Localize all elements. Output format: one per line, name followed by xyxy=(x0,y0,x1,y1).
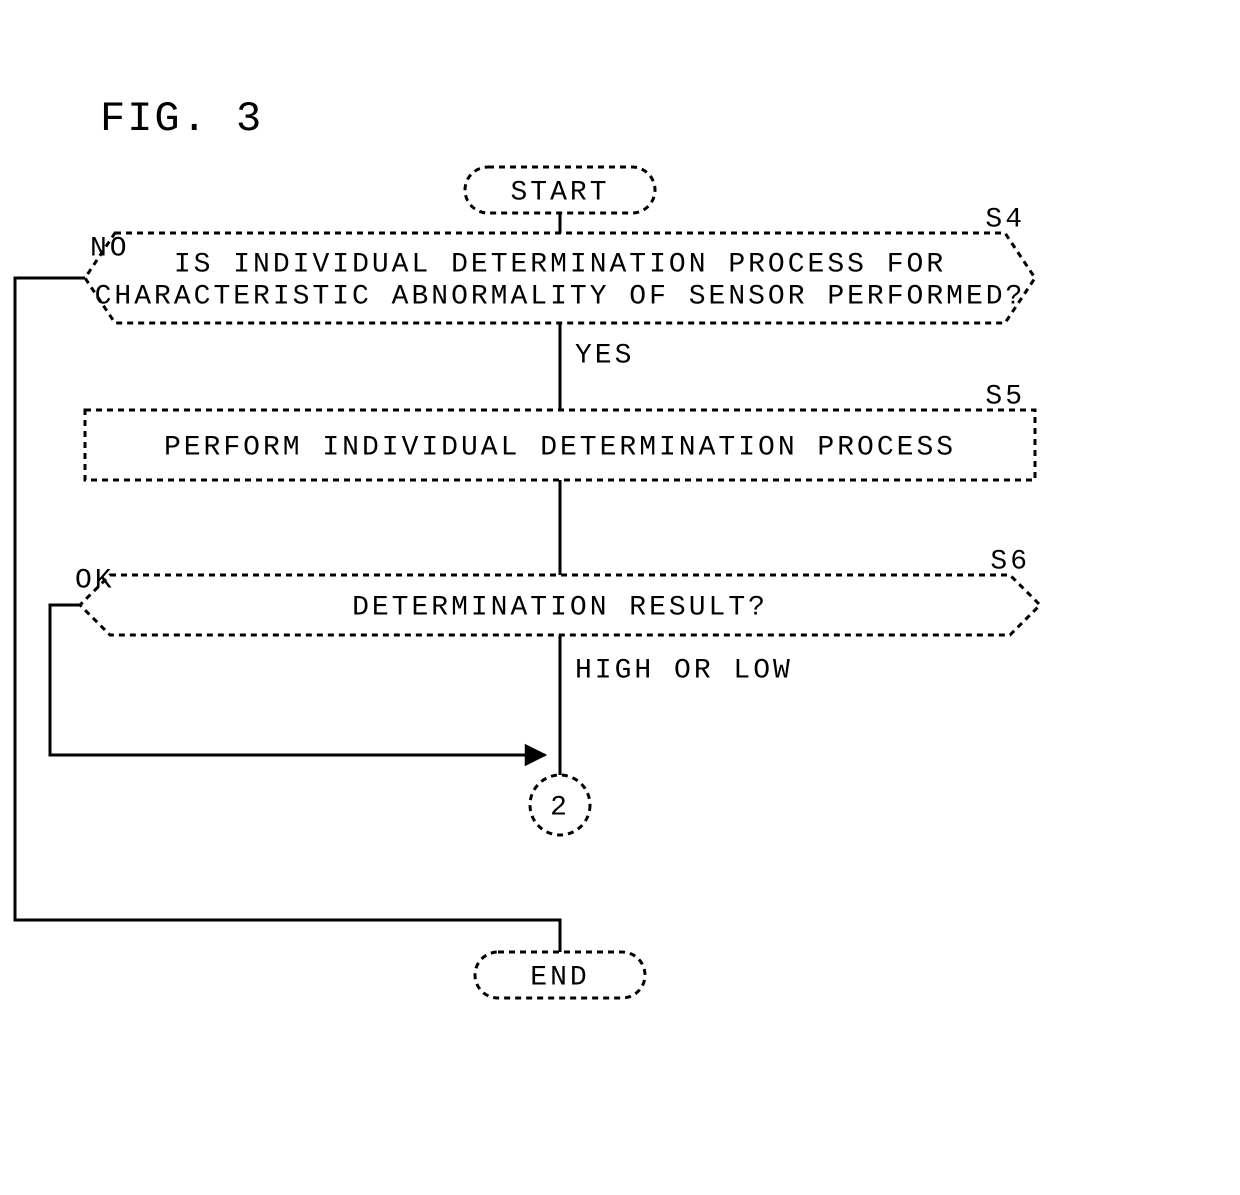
node-conn2: 2 xyxy=(530,775,590,835)
terminator-label: START xyxy=(510,177,609,208)
step-label: S5 xyxy=(985,381,1025,412)
edge-1: YES xyxy=(560,323,634,410)
node-end: END xyxy=(475,952,645,998)
decision-line: CHARACTERISTIC ABNORMALITY OF SENSOR PER… xyxy=(95,281,1026,312)
connector-label: 2 xyxy=(550,792,570,823)
figure-title: FIG. 3 xyxy=(100,95,263,143)
edge-label: YES xyxy=(575,340,634,371)
flowchart-canvas: FIG. 3 START IS INDIVIDUAL DETERMINATION … xyxy=(0,0,1240,1195)
decision-line: IS INDIVIDUAL DETERMINATION PROCESS FOR xyxy=(174,249,946,280)
edge-label: OK xyxy=(75,565,115,596)
process-label: PERFORM INDIVIDUAL DETERMINATION PROCESS xyxy=(164,432,956,463)
decision-line: DETERMINATION RESULT? xyxy=(352,592,768,623)
step-label: S4 xyxy=(985,204,1025,235)
step-label: S6 xyxy=(990,546,1030,577)
nodes-layer: START IS INDIVIDUAL DETERMINATION PROCESS… xyxy=(80,167,1040,998)
node-start: START xyxy=(465,167,655,213)
terminator-label: END xyxy=(530,962,589,993)
edge-label: NO xyxy=(90,233,130,264)
edge-3: HIGH OR LOW xyxy=(560,635,793,775)
edge-label: HIGH OR LOW xyxy=(575,655,793,686)
